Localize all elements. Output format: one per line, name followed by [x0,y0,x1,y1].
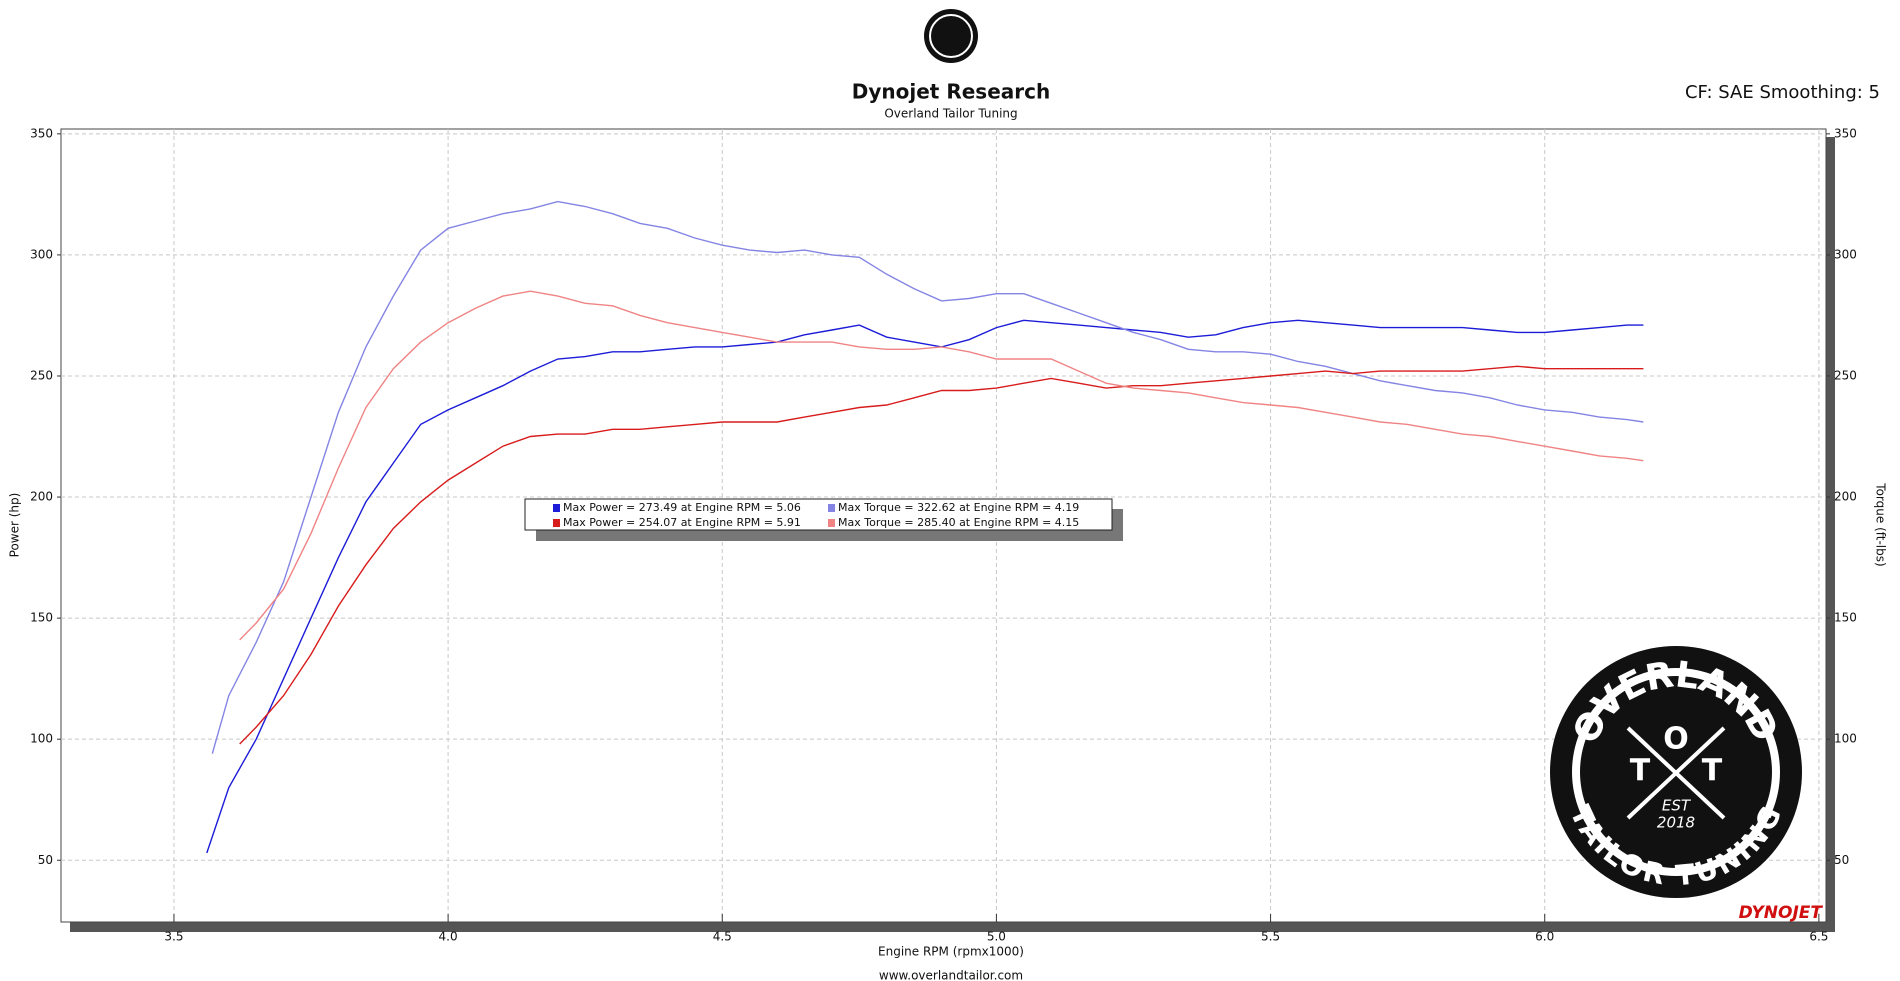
series-line [211,200,1644,754]
logo-year: 2018 [1657,814,1695,832]
legend-label: Max Power = 254.07 at Engine RPM = 5.91 [563,516,801,529]
legend-entries: Max Power = 273.49 at Engine RPM = 5.06 M… [553,501,1079,529]
legend-label: Max Power = 273.49 at Engine RPM = 5.06 [563,501,801,514]
series-line [239,290,1644,641]
legend-swatch [553,519,560,527]
plot-shadow [1826,137,1835,927]
x-axis-label: Engine RPM (rpmx1000) [878,945,1024,959]
footer: www.overlandtailor.com [879,969,1023,981]
x-tick-label: 6.5 [1809,930,1828,944]
watermark-logo: OVERLAND TAILOR TUNING T O T EST 2018 [1550,646,1802,898]
y2-tick-label: 50 [1834,853,1849,867]
series-line [239,365,1644,745]
x-tick-label: 4.0 [439,930,458,944]
y2-tick-label: 300 [1834,247,1857,261]
legend-label: Max Torque = 285.40 at Engine RPM = 4.15 [838,516,1079,529]
legend [524,498,1113,531]
y-tick-label: 50 [38,853,53,867]
x-tick-label: 6.0 [1535,930,1554,944]
y2-tick-label: 150 [1834,611,1857,625]
legend-label: Max Torque = 322.62 at Engine RPM = 4.19 [838,501,1079,514]
x-tick-label: 5.0 [987,930,1006,944]
series-line [206,319,1644,854]
logo-letter: O [1663,722,1689,757]
logo-letter: T [1702,754,1723,789]
y-tick-label: 300 [30,247,53,261]
y-tick-label: 350 [30,126,53,140]
brand: DYNOJET [1739,903,1824,923]
y2-axis-label: Torque (ft-lbs) [1874,482,1888,566]
y-tick-label: 150 [30,611,53,625]
logo-est: EST [1662,797,1692,815]
top-logo-ring [929,14,973,58]
plot-shadow [70,922,1835,932]
y2-tick-label: 100 [1834,732,1857,746]
x-tick-label: 4.5 [713,930,732,944]
y-tick-label: 100 [30,732,53,746]
grid: 3.5 4.0 4.5 5.0 5.5 6.0 6.5 50 100 150 200 250 300 35… [30,126,1857,943]
chart-title: Dynojet Research [852,80,1050,104]
y-tick-label: 250 [30,368,53,382]
series-lines [206,200,1644,854]
y2-tick-label: 350 [1834,126,1857,140]
y-axis-label: Power (hp) [8,493,22,558]
y-tick-label: 200 [30,490,53,504]
logo-cross [1626,726,1726,820]
x-tick-label: 3.5 [164,930,183,944]
logo-letter: T [1630,754,1651,789]
legend-swatch [828,504,835,512]
chart-subtitle: Overland Tailor Tuning [884,107,1017,121]
y2-tick-label: 250 [1834,368,1857,382]
top-logo [924,9,978,63]
legend-swatch [828,519,835,527]
legend-swatch [553,504,560,512]
x-tick-label: 5.5 [1261,930,1280,944]
y2-tick-label: 200 [1834,490,1857,504]
settings-text: CF: SAE Smoothing: 5 [1685,82,1880,103]
